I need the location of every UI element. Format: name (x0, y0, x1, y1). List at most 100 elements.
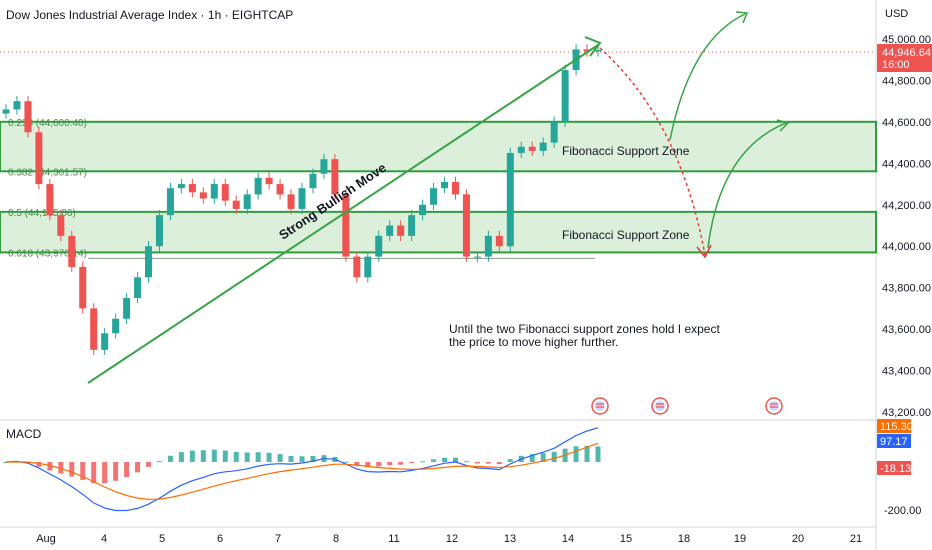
candle (276, 184, 284, 195)
projection-down-arrow (599, 47, 706, 256)
macd-axis-tick: -200.00 (884, 505, 921, 517)
price-tick-label: 43,800.00 (882, 283, 931, 295)
macd-histogram-bar (551, 451, 557, 462)
price-tick-label: 43,200.00 (882, 407, 931, 419)
macd-histogram-bar (80, 462, 86, 480)
candle (2, 109, 10, 114)
macd-histogram-bar (266, 452, 272, 462)
macd-histogram-bar (189, 450, 195, 462)
candle (123, 298, 131, 319)
time-axis[interactable]: Aug 4 5 6 7 8 11 12 13 14 15 18 19 20 21 (36, 533, 862, 545)
time-tick-label: 20 (792, 533, 804, 545)
time-tick-label: 19 (734, 533, 746, 545)
candle (221, 184, 229, 201)
time-tick-label: 11 (388, 533, 399, 545)
note-line-1: Until the two Fibonacci support zones ho… (449, 322, 720, 336)
macd-histogram-bar (463, 461, 469, 463)
candle (46, 184, 54, 216)
macd-histogram-bar (354, 462, 360, 466)
event-flag-icon[interactable] (591, 397, 609, 415)
time-tick-label: Aug (36, 533, 56, 545)
candle (451, 181, 459, 195)
macd-histogram-bar (255, 452, 261, 462)
bullish-trend-line[interactable] (87, 44, 599, 384)
price-tick-label: 44,600.00 (882, 117, 931, 129)
candle (79, 266, 87, 309)
macd-histogram-bar (409, 462, 415, 464)
candle (287, 194, 295, 209)
macd-histogram-bar (91, 462, 97, 484)
macd-signal-badge (877, 419, 911, 433)
macd-histogram (3, 445, 601, 484)
fib-level-label: 0.382 (44,361.57) (8, 167, 87, 178)
macd-histogram-bar (452, 457, 458, 462)
macd-line (5, 427, 599, 512)
symbol-title[interactable]: Dow Jones Industrial Average Index · 1h … (6, 8, 294, 22)
macd-histogram-bar (376, 462, 382, 467)
macd-value-3: -18.13 (880, 463, 911, 475)
macd-value-1: 115.30 (880, 421, 913, 433)
projection-down-arrowhead (696, 244, 712, 259)
macd-histogram-bar (113, 462, 119, 481)
macd-histogram-bar (496, 462, 502, 465)
candle (309, 173, 317, 189)
time-tick-label: 18 (678, 533, 690, 545)
last-price-badge (877, 44, 932, 72)
candle (68, 235, 76, 267)
zone-label-upper: Fibonacci Support Zone (562, 144, 690, 158)
time-tick-label: 7 (275, 533, 281, 545)
macd-histogram-bar (233, 451, 239, 462)
candle (528, 146, 536, 151)
candle (353, 256, 361, 278)
candle (243, 194, 251, 209)
macd-value-2: 97.17 (880, 436, 908, 448)
macd-title: MACD (6, 427, 42, 441)
candle (364, 256, 372, 278)
macd-histogram-bar (485, 462, 491, 464)
candle (331, 159, 339, 195)
candle (386, 225, 394, 236)
macd-histogram-bar (3, 462, 9, 463)
candle (265, 177, 273, 185)
countdown-value: 16:00 (882, 59, 910, 71)
fibonacci-zones: 0.238 (44,600.40) 0.382 (44,361.57) 0.5 (4… (0, 118, 877, 259)
candle (254, 177, 262, 195)
candle (517, 146, 525, 153)
macd-histogram-bar (178, 452, 184, 462)
currency-label[interactable]: USD (885, 8, 909, 20)
candlestick-series (2, 44, 602, 356)
fibonacci-zone (0, 120, 877, 173)
last-price-value: 44,946.64 (882, 47, 931, 59)
macd-histogram-bar (431, 459, 437, 462)
event-flag-icon[interactable] (765, 397, 783, 415)
macd-histogram-bar (167, 455, 173, 462)
macd-hist-badge (877, 461, 911, 475)
fib-level-label: 0.618 (43,970.14) (8, 248, 87, 259)
macd-histogram-bar (146, 462, 152, 467)
macd-histogram-bar (474, 462, 480, 464)
macd-histogram-bar (156, 461, 162, 463)
time-tick-label: 8 (333, 533, 339, 545)
event-flag-icon[interactable] (651, 397, 669, 415)
candle (375, 235, 383, 257)
candle (199, 192, 207, 199)
macd-histogram-bar (36, 462, 42, 467)
projection-up-arrow-1 (669, 13, 746, 141)
candle (320, 159, 328, 174)
candle (57, 215, 65, 236)
macd-histogram-bar (244, 452, 250, 462)
macd-histogram-bar (211, 449, 217, 462)
candle (473, 256, 481, 258)
price-tick-label: 44,200.00 (882, 200, 931, 212)
fibonacci-zone (0, 210, 877, 254)
macd-histogram-bar (47, 462, 53, 471)
fib-level-label: 0.238 (44,600.40) (8, 118, 87, 129)
projection-up-arrowhead-2 (776, 119, 790, 132)
candle (539, 142, 547, 151)
projection-up-arrowhead-1 (735, 11, 749, 24)
projection-up-arrow-2 (707, 122, 787, 249)
time-tick-label: 4 (101, 533, 107, 545)
macd-histogram-bar (200, 450, 206, 462)
price-axis[interactable]: 45,000.00 44,800.00 44,600.00 44,400.00 44,2… (882, 34, 931, 419)
